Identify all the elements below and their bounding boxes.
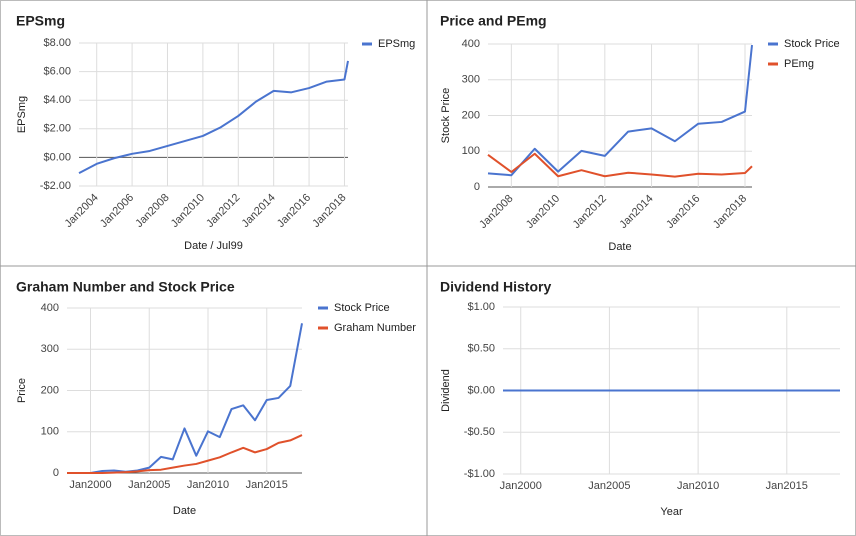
legend-label: EPSmg	[378, 38, 415, 50]
y-tick-label: $6.00	[43, 66, 71, 78]
x-tick-label: Jan2015	[246, 479, 288, 491]
legend-label: PEmg	[784, 58, 814, 70]
y-tick-label: 400	[41, 302, 59, 314]
x-tick-label: Jan2005	[128, 479, 170, 491]
chart-title: Dividend History	[440, 279, 551, 295]
y-tick-label: 300	[41, 343, 59, 355]
y-tick-label: $0.00	[467, 384, 495, 396]
x-axis-title: Date	[173, 505, 196, 517]
y-tick-label: $1.00	[467, 301, 495, 313]
y-tick-label: 200	[462, 109, 480, 121]
series-line	[487, 44, 753, 177]
legend-label: Stock Price	[334, 302, 390, 314]
y-tick-label: $2.00	[43, 123, 71, 135]
y-axis-title: EPSmg	[16, 96, 28, 133]
y-axis-title: Price	[16, 378, 28, 403]
y-tick-label: -$1.00	[464, 468, 495, 480]
x-tick-label: Jan2005	[588, 480, 630, 492]
x-tick-label: Jan2015	[766, 480, 808, 492]
chart-title: EPSmg	[16, 13, 65, 29]
y-tick-label: 100	[41, 426, 59, 438]
x-tick-label: Jan2010	[187, 479, 229, 491]
series-line	[78, 60, 349, 175]
series-line	[67, 434, 303, 474]
legend-label: Graham Number	[334, 322, 416, 334]
series-line	[487, 152, 753, 178]
chart-title: Graham Number and Stock Price	[16, 279, 235, 295]
chart-title: Price and PEmg	[440, 13, 547, 29]
y-tick-label: $0.00	[43, 151, 71, 163]
legend-label: Stock Price	[784, 38, 840, 50]
y-tick-label: 400	[462, 38, 480, 50]
y-tick-label: $8.00	[43, 37, 71, 49]
y-tick-label: 0	[474, 181, 480, 193]
y-tick-label: -$2.00	[40, 180, 71, 192]
x-tick-label: Jan2000	[500, 480, 542, 492]
x-axis-title: Date	[608, 241, 631, 253]
series-line	[67, 323, 303, 474]
y-tick-label: -$0.50	[464, 426, 495, 438]
y-tick-label: 200	[41, 384, 59, 396]
y-axis-title: Stock Price	[440, 88, 452, 144]
x-axis-title: Date / Jul99	[184, 240, 243, 252]
y-tick-label: 100	[462, 145, 480, 157]
x-tick-label: Jan2000	[69, 479, 111, 491]
y-axis-title: Dividend	[440, 369, 452, 412]
x-tick-label: Jan2010	[677, 480, 719, 492]
y-tick-label: 0	[53, 467, 59, 479]
y-tick-label: $0.50	[467, 343, 495, 355]
x-axis-title: Year	[660, 506, 683, 518]
y-tick-label: $4.00	[43, 94, 71, 106]
y-tick-label: 300	[462, 74, 480, 86]
